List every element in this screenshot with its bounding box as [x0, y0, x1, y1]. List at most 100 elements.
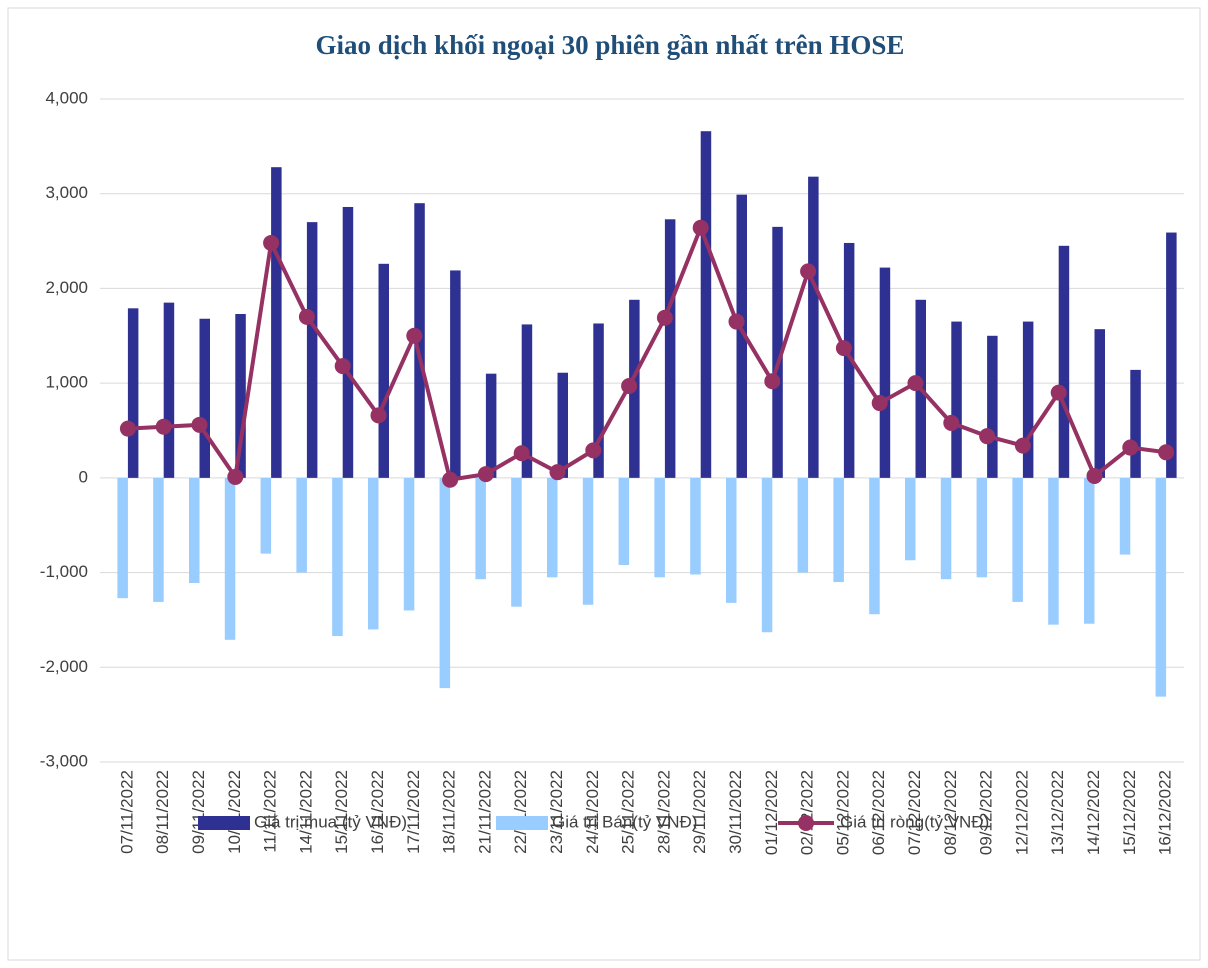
- line-point: [263, 234, 280, 251]
- bar: [690, 477, 701, 575]
- x-tick-label: 09/12/2022: [977, 770, 996, 855]
- bar: [521, 324, 533, 478]
- x-tick-label: 24/11/2022: [583, 770, 602, 854]
- line-point: [191, 416, 208, 433]
- bar: [987, 335, 998, 478]
- line-point: [334, 358, 351, 375]
- line-point: [406, 327, 423, 344]
- x-tick-label: 16/11/2022: [368, 770, 387, 854]
- y-tick-label: -2,000: [40, 657, 88, 676]
- line-point: [728, 313, 745, 330]
- bar: [296, 477, 307, 573]
- bar: [271, 167, 282, 478]
- bar: [450, 270, 461, 478]
- line-point: [442, 471, 459, 488]
- x-tick-label: 15/11/2022: [332, 770, 351, 854]
- x-tick-label: 10/11/2022: [225, 770, 244, 854]
- bar: [797, 477, 809, 573]
- line-point: [227, 468, 244, 485]
- bar: [403, 477, 415, 611]
- bar: [833, 477, 844, 583]
- legend-swatch: [798, 815, 814, 831]
- bar: [163, 302, 175, 478]
- bar: [511, 477, 522, 607]
- bar: [905, 477, 916, 561]
- bar: [117, 477, 128, 599]
- bar: [879, 267, 891, 478]
- line-point: [1086, 467, 1103, 484]
- bar: [1084, 477, 1095, 624]
- line-point: [979, 428, 996, 445]
- line-point: [871, 395, 888, 412]
- x-tick-label: 21/11/2022: [475, 770, 494, 854]
- line-point: [692, 219, 709, 236]
- legend-label: Giá trị Bán(tỷ VNĐ): [552, 812, 697, 831]
- bar: [843, 242, 855, 478]
- bar: [485, 373, 497, 478]
- y-tick-label: -1,000: [40, 562, 88, 581]
- y-tick-label: -3,000: [40, 751, 88, 770]
- line-point: [621, 377, 638, 394]
- bar: [726, 477, 737, 603]
- x-tick-label: 11/11/2022: [261, 770, 280, 853]
- bar: [260, 477, 272, 554]
- bar: [1012, 477, 1023, 602]
- bar: [736, 194, 747, 478]
- line-point: [764, 373, 781, 390]
- chart-frame: [7, 7, 1201, 961]
- x-tick-label: 08/12/2022: [941, 770, 960, 855]
- bar: [869, 477, 880, 615]
- x-tick-label: 17/11/2022: [404, 770, 423, 854]
- bar: [582, 477, 594, 605]
- y-tick-label: 3,000: [45, 183, 88, 202]
- bar: [1022, 321, 1034, 478]
- bar: [593, 323, 604, 478]
- bar: [189, 477, 200, 583]
- x-tick-label: 12/12/2022: [1012, 770, 1031, 855]
- x-tick-label: 09/11/2022: [189, 770, 208, 854]
- x-tick-label: 30/11/2022: [726, 770, 745, 854]
- bar: [772, 226, 783, 478]
- x-tick-label: 08/11/2022: [153, 770, 172, 854]
- bar: [378, 263, 389, 478]
- x-tick-label: 28/11/2022: [654, 770, 673, 854]
- bar: [654, 477, 665, 578]
- x-tick-label: 06/12/2022: [869, 770, 888, 855]
- bar: [368, 477, 379, 630]
- x-tick-label: 14/12/2022: [1084, 770, 1103, 855]
- bar: [1155, 477, 1167, 697]
- line-point: [907, 375, 924, 392]
- y-tick-label: 2,000: [45, 278, 88, 297]
- x-tick-label: 16/12/2022: [1156, 770, 1175, 855]
- bar: [306, 222, 318, 478]
- line-point: [585, 442, 602, 459]
- bar: [332, 477, 343, 637]
- bar: [1130, 369, 1141, 478]
- line-point: [1050, 384, 1067, 401]
- bar: [664, 219, 676, 478]
- x-tick-label: 29/11/2022: [690, 770, 709, 854]
- bar: [224, 477, 236, 640]
- bar: [951, 321, 962, 478]
- bar: [199, 318, 210, 478]
- bar: [235, 314, 246, 478]
- line-point: [370, 407, 387, 424]
- x-tick-label: 02/12/2022: [798, 770, 817, 855]
- line-point: [549, 464, 566, 481]
- bar: [557, 372, 568, 478]
- x-tick-label: 01/12/2022: [762, 770, 781, 855]
- line-point: [1158, 444, 1175, 461]
- bar: [1048, 477, 1059, 625]
- bar: [976, 477, 988, 578]
- y-tick-label: 4,000: [45, 88, 88, 107]
- bar: [153, 477, 164, 602]
- bar: [439, 477, 451, 689]
- line-point: [943, 414, 960, 431]
- bar: [940, 477, 952, 580]
- chart-title: Giao dịch khối ngoại 30 phiên gần nhất t…: [316, 30, 905, 60]
- x-tick-label: 07/11/2022: [117, 770, 136, 854]
- x-tick-label: 18/11/2022: [440, 770, 459, 854]
- line-point: [119, 420, 136, 437]
- x-tick-label: 05/12/2022: [833, 770, 852, 855]
